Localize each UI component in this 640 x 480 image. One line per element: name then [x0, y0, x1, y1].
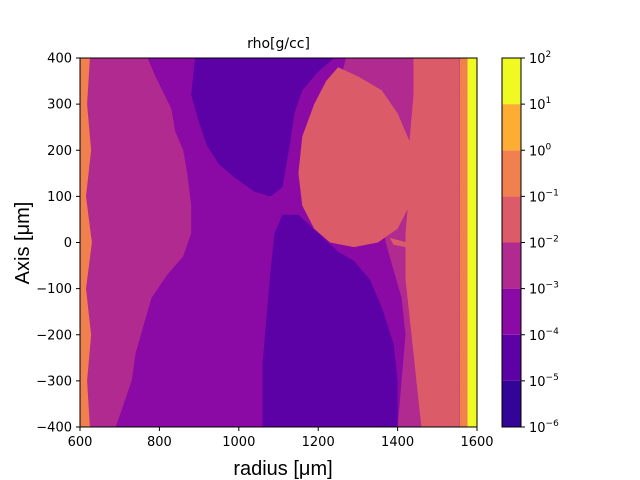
x-axis-label: radius [μm]	[233, 458, 332, 480]
y-axis: 400 300 200 100 0 −100 −200 −300 −400	[36, 52, 80, 436]
colorbar-swatch	[502, 334, 521, 381]
colorbar-tick-label: 100	[529, 142, 552, 159]
x-tick-label: 1000	[222, 435, 255, 450]
colorbar-swatch	[502, 288, 521, 335]
axis-dense-region	[80, 58, 92, 427]
colorbar-tick-label: 101	[529, 96, 551, 113]
y-tick-label: −400	[36, 421, 72, 436]
wall-edge-region	[459, 58, 468, 427]
colorbar-tick-label: 10−5	[529, 373, 559, 390]
filament-lower	[389, 237, 430, 252]
x-tick-label: 600	[68, 435, 93, 450]
colorbar-tick-label: 10−2	[529, 235, 559, 252]
colorbar-tick-label: 102	[529, 50, 551, 67]
y-tick-label: 100	[47, 190, 72, 205]
colorbar-swatch	[502, 380, 521, 427]
y-tick-label: 300	[47, 98, 72, 113]
y-tick-label: 0	[64, 236, 72, 251]
dense-bubble-region	[298, 67, 414, 248]
x-tick-label: 800	[147, 435, 172, 450]
y-axis-label: Axis [μm]	[12, 202, 34, 285]
colorbar-swatch	[502, 104, 521, 151]
x-axis: 600 800 1000 1200 1400 1600	[68, 427, 494, 450]
inner-mix-region	[80, 58, 192, 427]
ablation-layer-region	[405, 58, 460, 427]
upper-low-region	[191, 58, 335, 197]
y-tick-label: −200	[36, 328, 72, 343]
y-tick-label: 400	[47, 52, 72, 67]
colorbar-axis: 102 101 100 10−1 10−2 10−3 10−4 10−5 10−6	[521, 50, 559, 436]
colorbar-swatch	[502, 58, 521, 105]
filament-upper	[401, 136, 430, 165]
colorbar-tick-label: 10−6	[529, 419, 559, 436]
colorbar	[502, 58, 521, 427]
x-tick-label: 1200	[302, 435, 335, 450]
colorbar-tick-label: 10−4	[529, 327, 559, 344]
chart-title: rho[g/cc]	[247, 36, 310, 52]
y-tick-label: −300	[36, 374, 72, 389]
x-tick-label: 1600	[460, 435, 493, 450]
plot-area	[80, 58, 477, 427]
lower-low-region	[262, 214, 398, 427]
colorbar-tick-label: 10−3	[529, 281, 559, 298]
colorbar-tick-label: 10−1	[529, 188, 559, 205]
colorbar-swatch	[502, 150, 521, 197]
y-tick-label: −100	[36, 282, 72, 297]
colorbar-swatch	[502, 242, 521, 289]
outer-wall-region	[467, 58, 477, 427]
colorbar-swatch	[502, 196, 521, 243]
y-tick-label: 200	[47, 144, 72, 159]
x-tick-label: 1400	[381, 435, 414, 450]
